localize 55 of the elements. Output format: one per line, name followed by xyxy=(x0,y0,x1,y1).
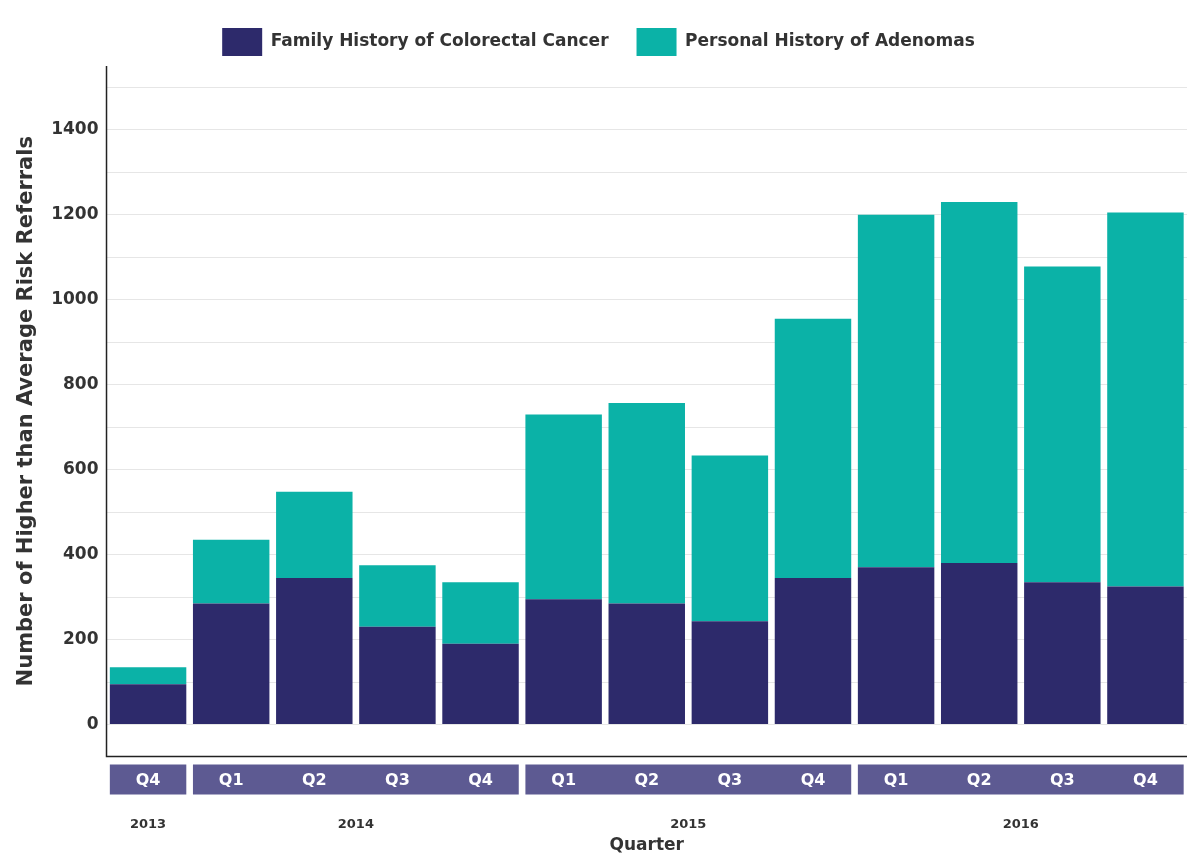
bar xyxy=(1107,212,1184,587)
y-tick-label: 600 xyxy=(63,458,99,479)
x-tick-label: Q2 xyxy=(634,770,660,790)
bar xyxy=(940,201,1018,564)
y-tick-label: 1400 xyxy=(51,118,99,139)
bar xyxy=(1107,586,1184,725)
x-tick-label: Q3 xyxy=(1049,770,1075,790)
x-tick-label: Q3 xyxy=(717,770,743,790)
x-tick-label: Q1 xyxy=(218,770,244,790)
bar xyxy=(359,626,436,725)
legend-label: Personal History of Adenomas xyxy=(685,30,975,51)
y-tick-label: 400 xyxy=(63,543,99,564)
x-axis-title: Quarter xyxy=(609,834,685,855)
bar xyxy=(192,539,270,604)
y-tick-label: 800 xyxy=(63,373,99,394)
x-tick-label: Q2 xyxy=(966,770,992,790)
bar xyxy=(192,603,270,725)
bar xyxy=(525,414,602,600)
y-tick-label: 0 xyxy=(86,712,99,733)
x-tick-label: Q4 xyxy=(800,770,826,790)
bar xyxy=(442,643,519,725)
x-tick-label: Q4 xyxy=(135,770,161,790)
bar xyxy=(608,603,685,725)
bar xyxy=(359,565,436,627)
y-tick-label: 1000 xyxy=(51,288,99,309)
bar xyxy=(276,577,353,725)
bar xyxy=(1024,266,1101,583)
bar xyxy=(691,455,769,622)
x-tick-label: Q2 xyxy=(301,770,327,790)
bar xyxy=(940,563,1018,725)
legend-label: Family History of Colorectal Cancer xyxy=(270,30,610,51)
y-tick-label: 200 xyxy=(63,627,99,648)
bar xyxy=(774,577,852,725)
y-tick-label: 1200 xyxy=(51,203,99,224)
x-tick-label: Q1 xyxy=(883,770,909,790)
bar xyxy=(442,582,519,644)
bar xyxy=(1024,582,1101,725)
bar xyxy=(857,214,935,568)
x-tick-label: Q3 xyxy=(385,770,410,790)
text: 2016 xyxy=(1002,815,1039,831)
bar xyxy=(109,684,187,725)
x-tick-label: Q1 xyxy=(551,770,577,790)
text: 2013 xyxy=(129,815,167,831)
y-axis-title: Number of Higher than Average Risk Referrals xyxy=(13,136,38,687)
bar xyxy=(608,402,685,604)
bar xyxy=(774,318,852,578)
bar xyxy=(857,567,935,725)
bar xyxy=(109,667,187,685)
bar xyxy=(691,621,769,725)
x-tick-label: Q4 xyxy=(468,770,493,790)
text: 2014 xyxy=(337,815,374,831)
bar xyxy=(525,599,602,725)
text: 2015 xyxy=(670,815,707,831)
bar xyxy=(276,491,353,578)
x-tick-label: Q4 xyxy=(1133,770,1158,790)
